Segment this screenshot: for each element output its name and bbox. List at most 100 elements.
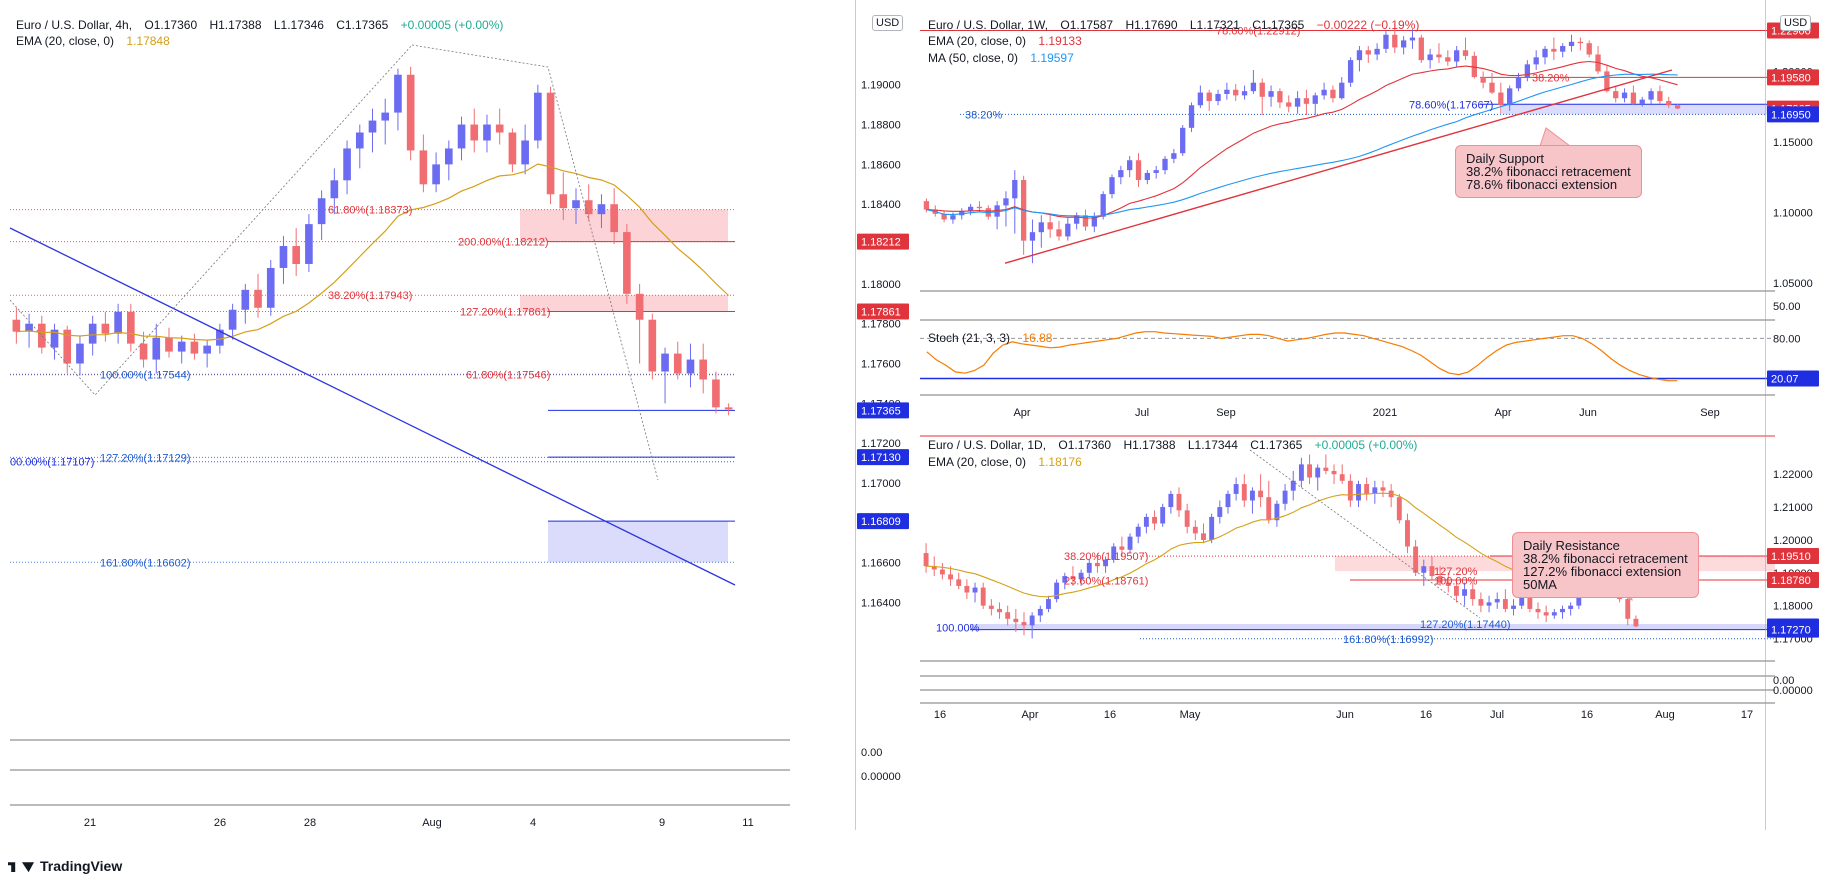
h4-candle-body <box>101 323 110 334</box>
h4-candle-body <box>445 148 453 165</box>
daily-support-line-3: 78.6% fibonacci extension <box>1466 177 1618 192</box>
price-axis-1w-svg[interactable]: 1.200001.150001.100001.0500050.0080.0020… <box>1765 0 1837 428</box>
x-tick-1w: Jul <box>1135 407 1149 419</box>
trendline-1w <box>1004 69 1673 264</box>
price-label-4h-bg <box>857 402 909 419</box>
zone-4h <box>520 295 728 312</box>
chart-1d-open: O1.17360 <box>1058 438 1112 452</box>
w1-candle-body <box>1065 223 1071 237</box>
price-axis-1w[interactable]: 1.200001.150001.100001.0500050.0080.0020… <box>1765 0 1837 428</box>
d1-candle-body <box>1462 589 1468 596</box>
price-label-4h: 1.18212 <box>861 237 901 249</box>
w1-candle-body <box>1383 34 1389 49</box>
d1-candle-body <box>1233 484 1239 494</box>
w1-candle-body <box>941 213 947 220</box>
sub-tick-4h: 0.00 <box>861 747 882 759</box>
w1-candle-body <box>1489 82 1495 93</box>
chart-4h-high: H1.17388 <box>209 18 262 32</box>
y-tick-4h: 1.17800 <box>861 319 901 331</box>
currency-badge-1w[interactable]: USD <box>1780 15 1812 31</box>
w1-candle-body <box>1144 172 1150 180</box>
daily-resistance-line-2: 38.2% fibonacci retracement <box>1523 551 1688 566</box>
d1-candle-body <box>1266 497 1272 521</box>
stoch-name: Stoch (21, 3, 3) <box>928 331 1011 345</box>
w1-candle-body <box>1012 180 1018 199</box>
chart-1w-header: Euro / U.S. Dollar, 1W, O1.17587 H1.1769… <box>928 18 1428 32</box>
d1-candle-body <box>988 605 994 609</box>
w1-candle-body <box>1445 57 1451 62</box>
h4-candle-body <box>483 124 491 141</box>
w1-candle-body <box>1639 99 1645 104</box>
y-tick-1d: 1.21000 <box>1773 502 1813 514</box>
w1-candle-body <box>1330 89 1336 99</box>
h4-candle-body <box>406 74 415 151</box>
stoch-tick: 80.00 <box>1773 333 1801 345</box>
h4-candle-body <box>724 407 733 410</box>
fib-label-1d: 23.60%(1.18761) <box>1064 576 1148 588</box>
w1-candle-body <box>1312 95 1318 104</box>
price-axis-4h-svg[interactable]: 1.190001.188001.186001.184001.182001.180… <box>855 0 910 830</box>
price-axis-1d[interactable]: 1.220001.210001.200001.190001.180001.170… <box>1765 428 1837 830</box>
price-axis-1d-svg[interactable]: 1.220001.210001.200001.190001.180001.170… <box>1765 428 1837 830</box>
zone-1d <box>970 624 1775 630</box>
chart-panel-4h[interactable]: 61.80%(1.18373) 200.00%(1.18212) 38.20%(1.… <box>0 0 790 830</box>
d1-candle-body <box>1013 618 1019 623</box>
x-tick-1w: Sep <box>1216 407 1236 419</box>
zone-4h <box>548 521 728 563</box>
y-tick-4h: 1.19000 <box>861 80 901 92</box>
d1-candle-body <box>1037 608 1043 616</box>
x-tick-4h: 26 <box>214 817 226 829</box>
h4-candle-body <box>432 164 440 185</box>
chart-panel-1d[interactable]: 38.20%(1.19507) 23.60%(1.18761) 127.20% 100… <box>920 428 1775 830</box>
w1-candle-body <box>1427 54 1433 61</box>
w1-candle-body <box>967 206 974 212</box>
price-label-4h-bg <box>857 513 909 530</box>
d1-candle-body <box>997 608 1002 613</box>
price-label-1d: 1.18780 <box>1771 575 1811 587</box>
w1-candle-body <box>1542 48 1548 58</box>
w1-candle-body <box>1568 41 1575 47</box>
chart-1d-svg[interactable]: 38.20%(1.19507)23.60%(1.18761)127.20%100… <box>920 428 1775 830</box>
w1-candle-body <box>1674 105 1681 109</box>
d1-candle-body <box>1258 490 1264 498</box>
d1-candle-body <box>1127 536 1133 550</box>
chart-4h-svg[interactable]: 61.80%(1.18373) 200.00%(1.18212) 38.20%(1.… <box>0 0 790 830</box>
d1-candle-body <box>939 569 945 575</box>
fib-label-4h: 00.00%(1.17107) <box>10 457 94 469</box>
w1-candle-body <box>1374 48 1380 55</box>
h4-candle-body <box>203 345 211 354</box>
fib-label-4h: 61.80%(1.18373) <box>328 205 412 217</box>
w1-candle-body <box>1613 91 1619 99</box>
d1-candle-body <box>1249 490 1255 501</box>
price-axis-4h[interactable]: 1.190001.188001.186001.184001.182001.180… <box>855 0 910 830</box>
fib-label-4h: 100.00%(1.17544) <box>100 370 191 382</box>
y-tick-4h: 1.17200 <box>861 438 901 450</box>
d1-candle-body <box>1568 605 1574 609</box>
w1-candle-body <box>1392 34 1398 48</box>
d1-candle-body <box>1029 615 1035 626</box>
sub-tick-1d: 0.00 <box>1773 675 1794 687</box>
chart-4h-header: Euro / U.S. Dollar, 4h, O1.17360 H1.1738… <box>16 18 512 32</box>
daily-support-line-2: 38.2% fibonacci retracement <box>1466 164 1631 179</box>
price-label-4h: 1.17130 <box>861 452 901 464</box>
price-label-1d-bg <box>1767 548 1819 565</box>
tradingview-logo[interactable]: TradingView <box>8 858 122 874</box>
w1-candle-body <box>1498 92 1504 106</box>
currency-badge-4h[interactable]: USD <box>872 15 904 31</box>
chart-4h-ema-legend: EMA (20, close, 0) 1.17848 <box>16 34 179 48</box>
chart-4h-change: +0.00005 (+0.00%) <box>400 18 504 32</box>
d1-candle-body <box>1429 566 1435 577</box>
h4-candle-body <box>661 353 669 372</box>
d1-candle-body <box>1103 559 1109 567</box>
w1-candle-body <box>1268 91 1274 97</box>
w1-candle-body <box>1224 89 1230 94</box>
d1-candle-body <box>1298 464 1304 481</box>
chart-1w-svg[interactable]: 78.60%(1.22912) 38.20% 78.60%(1.17667) 38.2… <box>920 0 1775 428</box>
h4-candle-body <box>457 124 466 149</box>
d1-candle-body <box>1184 510 1190 527</box>
price-label-1w-bg <box>1767 106 1819 123</box>
d1-candle-body <box>1437 576 1443 583</box>
h4-candle-body <box>317 198 326 225</box>
chart-1w-ema-legend: EMA (20, close, 0) 1.19133 <box>928 34 1091 48</box>
chart-panel-1w[interactable]: 78.60%(1.22912) 38.20% 78.60%(1.17667) 38.2… <box>920 0 1775 428</box>
